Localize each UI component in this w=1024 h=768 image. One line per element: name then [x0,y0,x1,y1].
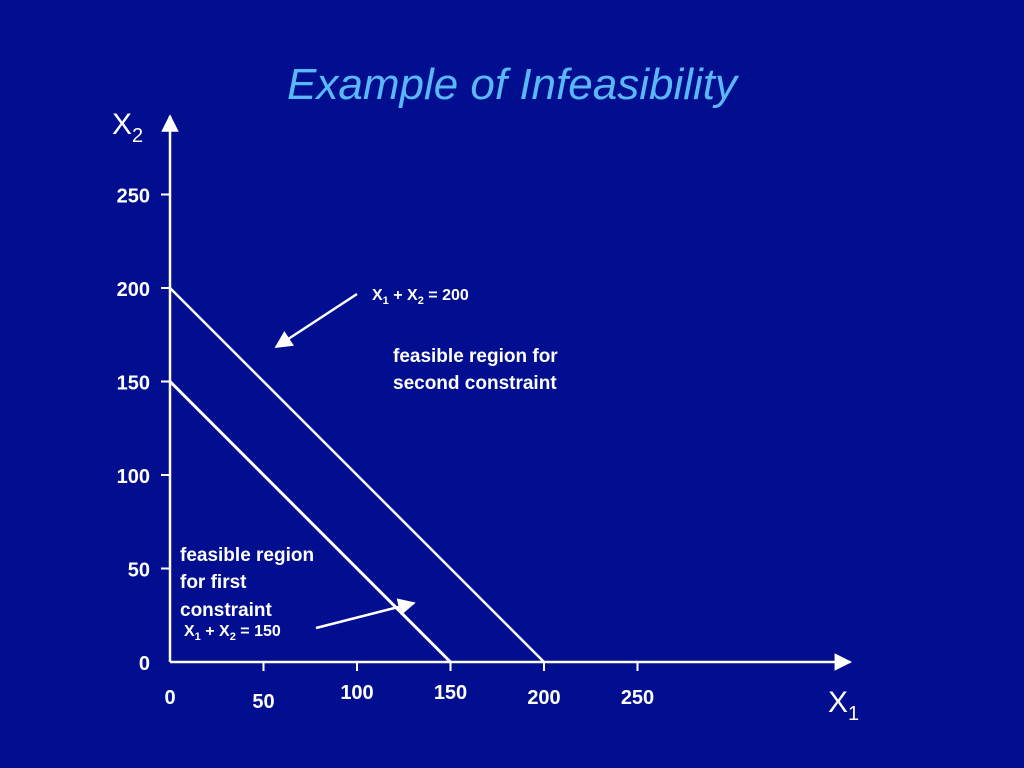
x-axis-label: X1 [828,686,859,725]
y-tick-label-200: 200 [117,279,150,301]
y-tick-label-100: 100 [117,466,150,488]
constraint-2-equation: X1 + X2 = 200 [372,287,469,307]
second-region-note: feasible region for second constraint [393,346,563,394]
slide-title: Example of Infeasibility [287,60,737,109]
constraint-1-equation: X1 + X2 = 150 [184,623,281,643]
y-tick-label-250: 250 [117,186,150,208]
y-tick-label-150: 150 [117,373,150,395]
x-tick-label-50: 50 [252,691,274,713]
x-tick-label-100: 100 [340,682,373,704]
x-tick-label-150: 150 [434,682,467,704]
y-axis-label: X2 [112,108,143,147]
constraint-1-pointer-arrow [315,598,416,630]
first-region-note: feasible region for first constraint [180,545,319,621]
x-tick-label-250: 250 [621,687,654,709]
y-tick-label-0: 0 [139,653,150,675]
constraint-line-c2 [169,287,545,663]
constraint-2-pointer-arrow [274,292,358,349]
x-tick-label-0: 0 [164,687,175,709]
y-tick-label-50: 50 [128,560,150,582]
x-tick-label-200: 200 [527,687,560,709]
